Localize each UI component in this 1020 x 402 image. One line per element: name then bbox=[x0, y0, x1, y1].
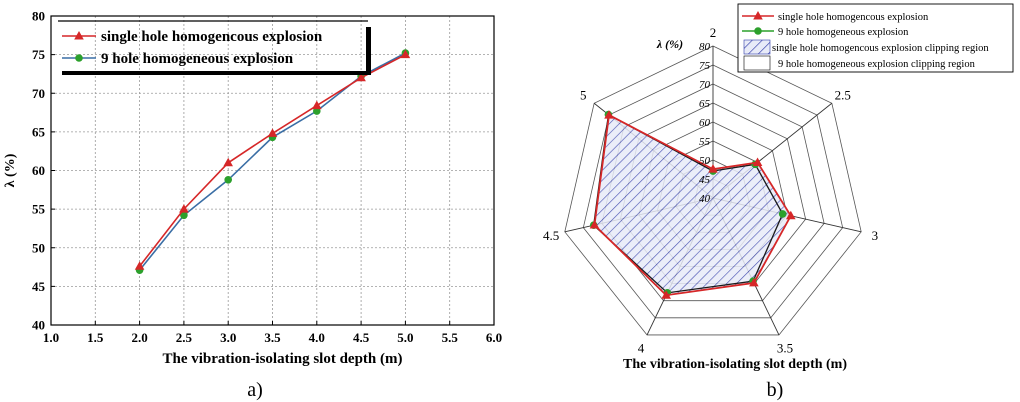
y-tick-label: 70 bbox=[32, 86, 45, 101]
legend-label: 9 hole homogeneous explosion bbox=[778, 27, 909, 38]
data-point bbox=[708, 164, 718, 173]
radial-tick-label: 40 bbox=[699, 193, 711, 205]
data-point bbox=[179, 204, 189, 213]
x-tick-label: 4.5 bbox=[353, 330, 370, 345]
x-tick-label: 4.0 bbox=[309, 330, 325, 345]
data-point bbox=[312, 100, 322, 110]
legend-label: single hole homogencous explosion bbox=[778, 12, 929, 23]
data-point bbox=[134, 261, 145, 270]
radar-ring bbox=[582, 64, 844, 319]
data-point bbox=[604, 110, 614, 119]
x-axis-label: The vibration-isolating slot depth (m) bbox=[623, 357, 847, 372]
radial-axis-title: λ (%) bbox=[656, 37, 683, 51]
series-layer bbox=[589, 110, 796, 299]
x-tick-label: 3.5 bbox=[264, 330, 281, 345]
x-tick-label: 3.0 bbox=[220, 330, 236, 345]
grid bbox=[51, 16, 494, 325]
data-point bbox=[752, 157, 763, 166]
category-label: 5 bbox=[580, 88, 587, 103]
data-point bbox=[400, 49, 411, 59]
data-point bbox=[267, 128, 278, 137]
category-labels: 2 2.5 3 3.5 4 4.5 5 bbox=[543, 25, 878, 356]
y-tick-label: 40 bbox=[32, 318, 45, 333]
clipping-regions bbox=[594, 115, 791, 296]
legend-box bbox=[737, 3, 1014, 73]
category-label: 3.5 bbox=[777, 341, 793, 356]
radial-tick-label: 45 bbox=[699, 174, 711, 186]
data-point bbox=[749, 277, 759, 287]
data-point bbox=[589, 220, 600, 229]
category-label: 3 bbox=[872, 228, 879, 243]
legend: single hole homogencous explosion 9 hole … bbox=[737, 3, 1014, 73]
data-point bbox=[356, 72, 366, 82]
legend-swatch-hatched bbox=[743, 39, 771, 55]
legend-marker bbox=[74, 31, 84, 40]
radial-axis: 40 45 50 55 60 65 70 75 80 bbox=[699, 41, 711, 205]
legend-swatch-empty bbox=[743, 55, 771, 71]
clipping-region-single bbox=[594, 115, 791, 296]
legend-marker bbox=[753, 11, 763, 20]
legend-label: single hole homogencous explosion clippi… bbox=[772, 43, 989, 54]
data-point bbox=[223, 157, 233, 167]
radar-chart-b: 40 45 50 55 60 65 70 75 80 2 2.5 3 3.5 4 4.5 5 λ (%) s… bbox=[543, 3, 1014, 401]
category-label: 4.5 bbox=[543, 228, 559, 243]
legend-marker bbox=[75, 54, 83, 62]
radial-tick-label: 55 bbox=[699, 136, 711, 148]
y-tick-label: 45 bbox=[32, 279, 46, 294]
radar-ring bbox=[564, 45, 862, 336]
legend-shadow bbox=[62, 71, 371, 75]
legend-label: 9 hole homogeneous explosion bbox=[101, 51, 294, 67]
y-tick-label: 80 bbox=[32, 9, 45, 24]
radial-tick-label: 70 bbox=[699, 79, 711, 91]
x-tick-label: 5.0 bbox=[397, 330, 413, 345]
y-tick-label: 75 bbox=[32, 47, 46, 62]
panel-caption-a: a) bbox=[247, 379, 263, 401]
data-point bbox=[224, 175, 232, 184]
radial-tick-label: 50 bbox=[699, 155, 711, 167]
x-tick-label: 1.0 bbox=[43, 330, 59, 345]
x-axis: 1.0 1.5 2.0 2.5 3.0 3.5 4.0 4.5 5.0 5.5 6.0 bbox=[43, 321, 502, 345]
y-axis-label: λ (%) bbox=[3, 153, 18, 187]
y-tick-label: 50 bbox=[32, 240, 45, 255]
legend-marker bbox=[754, 27, 762, 35]
category-label: 4 bbox=[638, 341, 645, 356]
radar-series-1 bbox=[593, 113, 792, 297]
x-tick-label: 1.5 bbox=[87, 330, 104, 345]
radial-tick-label: 80 bbox=[699, 41, 711, 53]
panel-caption-b: b) bbox=[767, 379, 784, 401]
legend: single hole homogencous explosion 9 hole … bbox=[58, 20, 371, 75]
legend-label: 9 hole homogeneous explosion clipping re… bbox=[778, 59, 976, 70]
radial-tick-label: 65 bbox=[699, 98, 711, 110]
y-tick-label: 60 bbox=[32, 163, 45, 178]
y-axis: 40 45 50 55 60 65 70 75 80 bbox=[32, 9, 55, 333]
x-tick-label: 2.5 bbox=[176, 330, 193, 345]
radial-tick-label: 60 bbox=[699, 117, 711, 129]
legend-label: single hole homogencous explosion bbox=[101, 29, 323, 45]
y-tick-label: 55 bbox=[32, 202, 46, 217]
data-point bbox=[785, 210, 796, 220]
y-tick-label: 65 bbox=[32, 124, 46, 139]
x-tick-label: 2.0 bbox=[131, 330, 147, 345]
category-label: 2.5 bbox=[835, 88, 851, 103]
data-point bbox=[313, 107, 321, 115]
line-chart-a: 1.0 1.5 2.0 2.5 3.0 3.5 4.0 4.5 5.0 5.5 6.0 40 45 50… bbox=[3, 9, 502, 402]
data-point bbox=[180, 211, 188, 220]
radial-tick-label: 75 bbox=[699, 60, 711, 72]
data-point bbox=[661, 290, 671, 299]
data-point bbox=[778, 210, 787, 218]
x-tick-label: 5.5 bbox=[442, 330, 459, 345]
x-axis-label: The vibration-isolating slot depth (m) bbox=[162, 351, 402, 367]
legend-shadow bbox=[366, 27, 371, 73]
category-label: 2 bbox=[710, 25, 717, 40]
x-tick-label: 6.0 bbox=[486, 330, 502, 345]
